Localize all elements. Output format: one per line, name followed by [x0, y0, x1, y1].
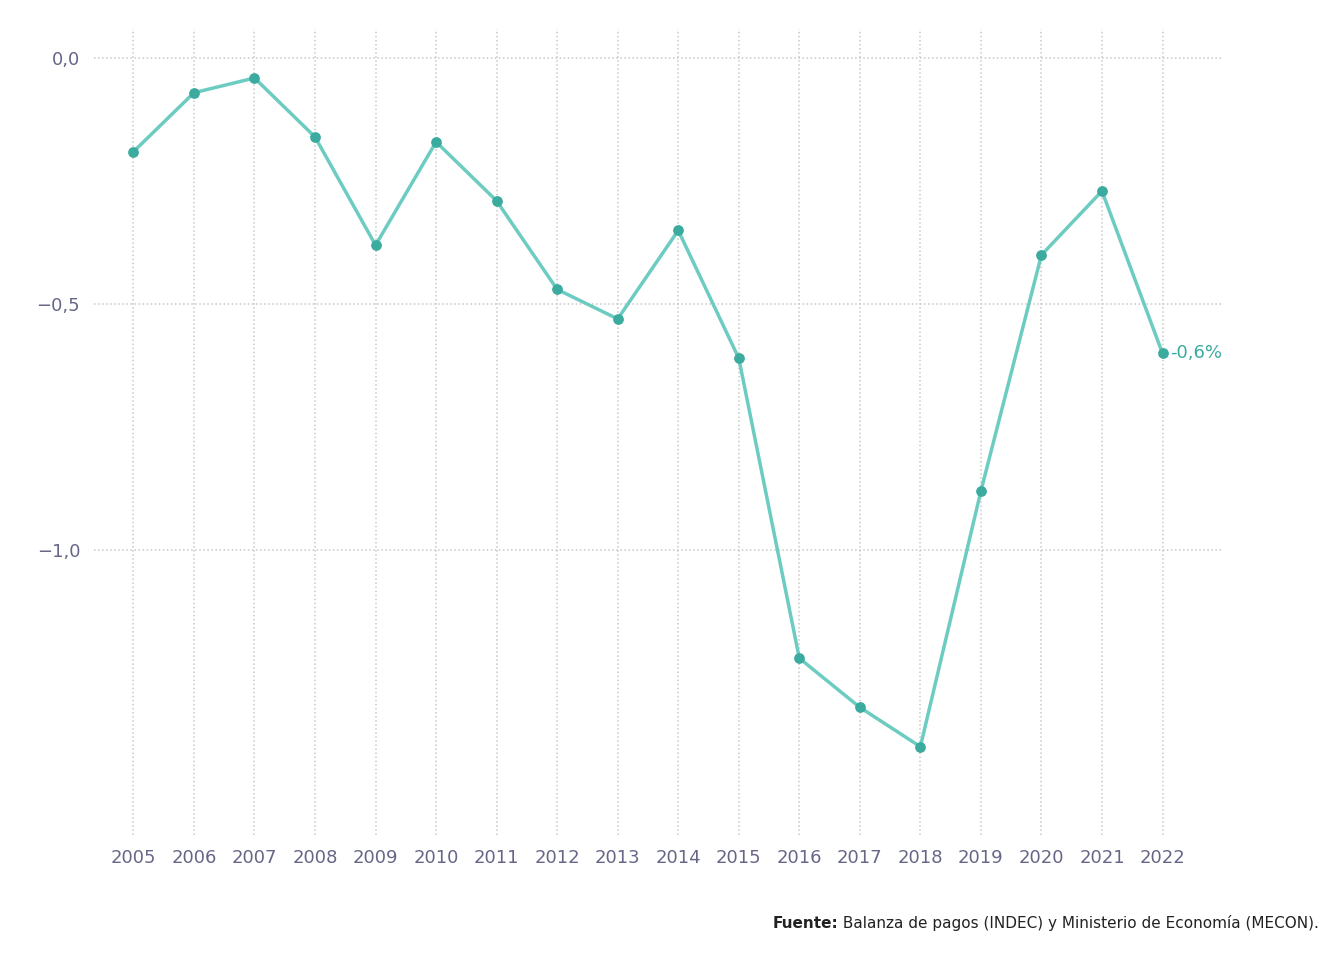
Text: Balanza de pagos (INDEC) y Ministerio de Economía (MECON).: Balanza de pagos (INDEC) y Ministerio de…	[839, 915, 1318, 931]
Point	[728, 350, 750, 366]
Point	[304, 130, 325, 145]
Point	[487, 193, 508, 208]
Point	[364, 237, 386, 252]
Text: Fuente:: Fuente:	[773, 916, 839, 931]
Point	[425, 134, 446, 150]
Point	[1031, 248, 1052, 263]
Point	[243, 70, 265, 85]
Point	[1091, 183, 1113, 199]
Point	[789, 651, 810, 666]
Point	[910, 739, 931, 755]
Point	[183, 85, 204, 101]
Point	[1152, 346, 1173, 361]
Text: -0,6%: -0,6%	[1169, 345, 1222, 362]
Point	[607, 311, 629, 326]
Point	[849, 700, 871, 715]
Point	[970, 483, 992, 498]
Point	[547, 281, 569, 297]
Point	[668, 223, 689, 238]
Point	[122, 144, 144, 159]
